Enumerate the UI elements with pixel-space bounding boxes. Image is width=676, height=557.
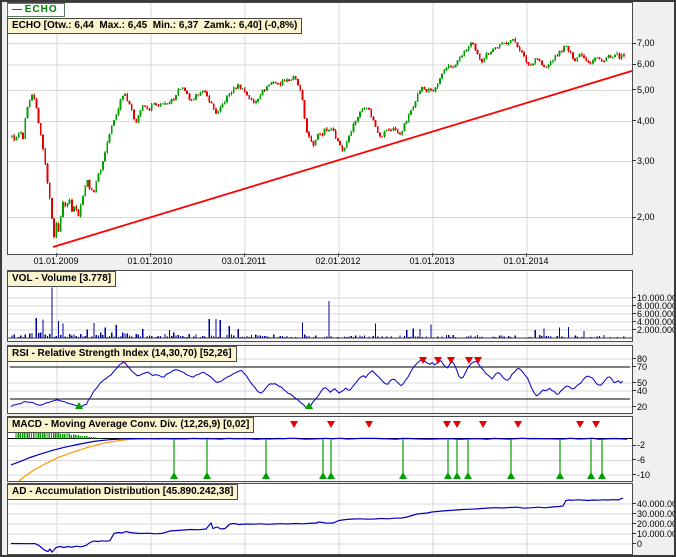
date-tick-label: 02.01.2012 xyxy=(315,256,361,266)
date-tick xyxy=(150,253,151,257)
axis-tick-label: -2 xyxy=(637,440,646,450)
date-tick-label: 01.01.2010 xyxy=(127,256,173,266)
axis-tick xyxy=(632,297,636,298)
axis-tick-label: 70 xyxy=(637,362,648,372)
axis-tick-label: 4.000.000 xyxy=(637,317,676,327)
axis-tick xyxy=(632,503,636,504)
date-tick xyxy=(526,253,527,257)
axis-tick-label: -10 xyxy=(637,470,651,480)
axis-tick-label: 6.000.000 xyxy=(637,309,676,319)
date-tick xyxy=(338,253,339,257)
axis-tick xyxy=(632,217,636,218)
axis-tick-label: 20 xyxy=(637,402,648,412)
date-tick xyxy=(244,253,245,257)
volume-chart[interactable] xyxy=(8,271,632,341)
axis-tick xyxy=(632,459,636,460)
date-tick-label: 01.01.2014 xyxy=(503,256,549,266)
axis-tick-label: 5,00 xyxy=(637,85,655,95)
axis-tick-label: 2,00 xyxy=(637,212,655,222)
macd-chart[interactable] xyxy=(8,417,632,481)
volume-info-label: VOL - Volume [3.778] xyxy=(7,271,117,287)
axis-tick-label: 50 xyxy=(637,378,648,388)
ad-chart[interactable] xyxy=(8,484,632,554)
axis-tick-label: 30.000.000 xyxy=(637,509,676,519)
axis-tick xyxy=(632,533,636,534)
main-price-panel[interactable] xyxy=(7,2,633,255)
axis-tick-label: 40 xyxy=(637,386,648,396)
axis-tick-label: 80 xyxy=(637,354,648,364)
axis-tick xyxy=(632,89,636,90)
date-tick-label: 01.01.2013 xyxy=(409,256,455,266)
series-legend[interactable]: — ECHO xyxy=(7,3,65,17)
axis-tick-label: 10.000.000 xyxy=(637,529,676,539)
legend-line-icon: — xyxy=(12,4,22,15)
axis-tick xyxy=(632,120,636,121)
rsi-chart[interactable] xyxy=(8,346,632,413)
axis-tick xyxy=(632,445,636,446)
date-tick-label: 01.01.2009 xyxy=(33,256,79,266)
axis-tick xyxy=(632,390,636,391)
axis-tick-label: 40.000.000 xyxy=(637,499,676,509)
axis-tick xyxy=(632,160,636,161)
axis-tick-label: 20.000.000 xyxy=(637,519,676,529)
axis-tick xyxy=(632,43,636,44)
rsi-info-label: RSI - Relative Strength Index (14,30,70)… xyxy=(7,346,237,362)
axis-tick-label: 0 xyxy=(637,539,643,549)
axis-tick xyxy=(632,543,636,544)
axis-tick-label: -6 xyxy=(637,455,646,465)
axis-tick xyxy=(632,64,636,65)
date-tick-label: 03.01.2011 xyxy=(221,256,267,266)
candlestick-chart[interactable] xyxy=(8,3,632,254)
axis-tick-label: 4,00 xyxy=(637,116,655,126)
axis-tick xyxy=(632,313,636,314)
axis-tick xyxy=(632,382,636,383)
date-tick xyxy=(56,253,57,257)
axis-tick xyxy=(632,474,636,475)
axis-tick-label: 7,00 xyxy=(637,38,655,48)
axis-tick xyxy=(632,366,636,367)
axis-tick-label: 10.000.000 xyxy=(637,293,676,303)
axis-tick xyxy=(632,305,636,306)
axis-tick xyxy=(632,329,636,330)
legend-symbol: ECHO xyxy=(24,4,58,15)
axis-tick-label: 6,00 xyxy=(637,59,655,69)
axis-tick xyxy=(632,358,636,359)
ad-info-label: AD - Accumulation Distribution [45.890.2… xyxy=(7,484,239,500)
macd-info-label: MACD - Moving Average Conv. Div. (12,26,… xyxy=(7,417,255,433)
axis-tick-label: 3,00 xyxy=(637,156,655,166)
date-tick xyxy=(432,253,433,257)
axis-tick xyxy=(632,523,636,524)
price-info-label: ECHO [Otw.: 6,44 Max.: 6,45 Min.: 6,37 Z… xyxy=(7,18,303,34)
axis-tick xyxy=(632,513,636,514)
axis-tick-label: 2.000.000 xyxy=(637,325,676,335)
axis-tick xyxy=(632,406,636,407)
axis-tick-label: 8.000.000 xyxy=(637,301,676,311)
axis-tick xyxy=(632,321,636,322)
